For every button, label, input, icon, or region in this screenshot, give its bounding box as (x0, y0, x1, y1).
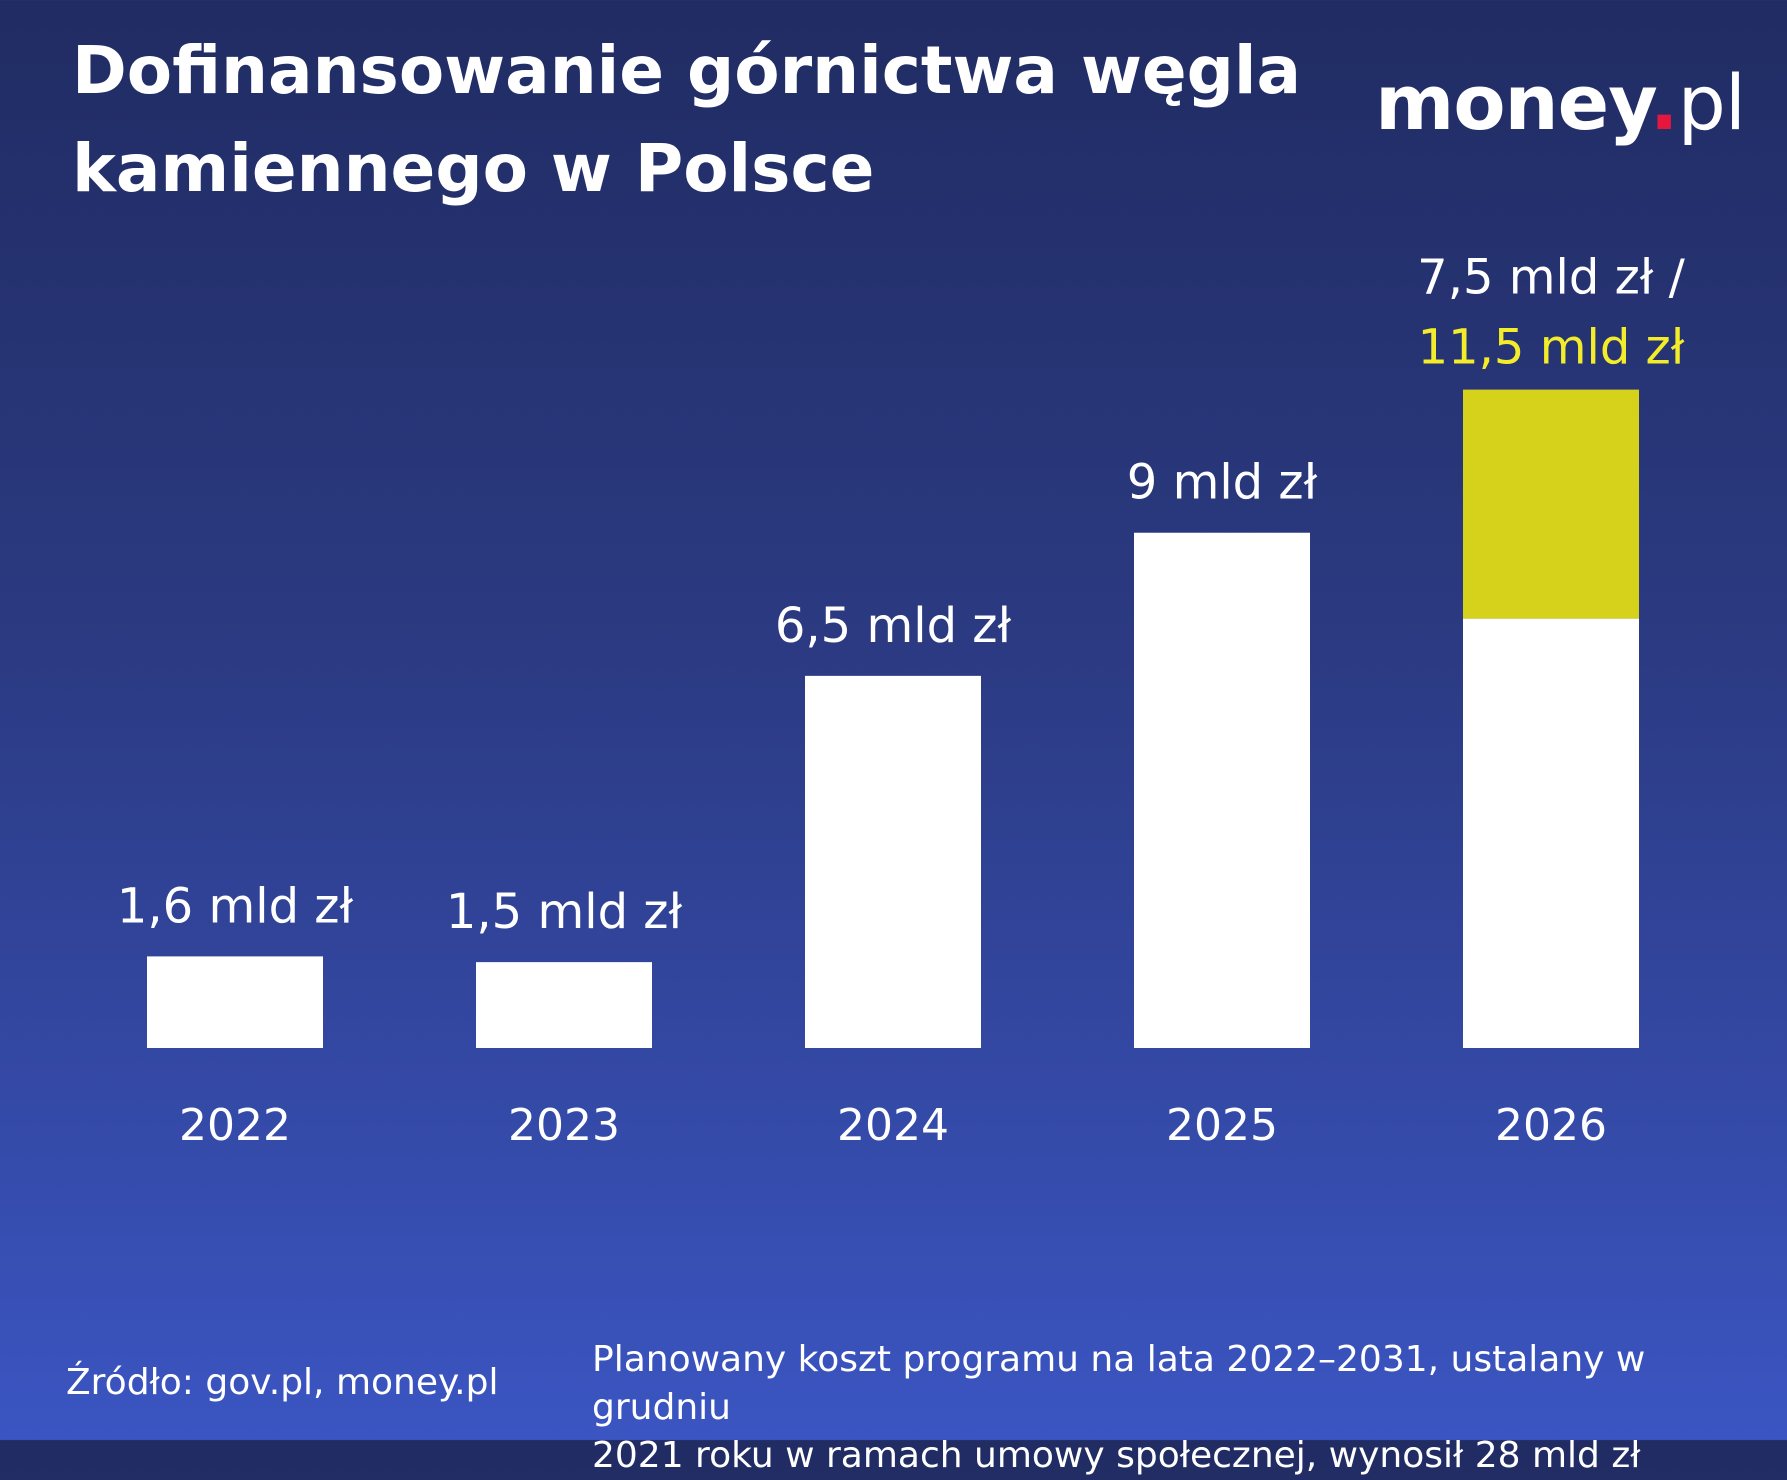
chart-title-line-1: Dofinansowanie górnictwa węgla (72, 32, 1302, 109)
bar-extension-2026 (1463, 389, 1639, 619)
footnote-line-1: Planowany koszt programu na lata 2022–20… (592, 1339, 1646, 1428)
data-label-2022: 1,6 mld zł (117, 878, 354, 934)
bar-2024 (805, 675, 981, 1048)
data-label-2024: 6,5 mld zł (775, 598, 1012, 654)
chart-title: Dofinansowanie górnictwa węgla kamienneg… (72, 22, 1322, 218)
x-tick-label-2025: 2025 (1166, 1100, 1278, 1151)
data-label-2026: 7,5 mld zł / (1417, 250, 1686, 306)
bar-2023 (476, 962, 652, 1048)
bar-chart: 1,6 mld zł 2022 1,5 mld zł 2023 6,5 mld zł 20… (117, 250, 1686, 1151)
source-text: Źródło: gov.pl, money.pl (66, 1362, 499, 1403)
footnote: Planowany koszt programu na lata 2022–20… (592, 1336, 1762, 1480)
bar-2025 (1134, 532, 1310, 1048)
logo-tld: pl (1677, 58, 1746, 147)
footnote-line-2: 2021 roku w ramach umowy społecznej, wyn… (592, 1435, 1641, 1476)
x-tick-label-2023: 2023 (508, 1100, 620, 1151)
logo-brand: money (1375, 58, 1651, 147)
logo-dot: . (1649, 58, 1679, 147)
money-pl-logo: money.pl (1375, 58, 1746, 147)
data-label-extended-2026: 11,5 mld zł (1418, 320, 1685, 376)
x-tick-label-2024: 2024 (837, 1100, 949, 1151)
bar-2022 (147, 956, 323, 1048)
data-label-2023: 1,5 mld zł (446, 884, 683, 940)
x-tick-label-2026: 2026 (1495, 1100, 1607, 1151)
x-tick-label-2022: 2022 (179, 1100, 291, 1151)
data-label-2025: 9 mld zł (1127, 455, 1318, 511)
bar-2026 (1463, 618, 1639, 1048)
chart-title-line-2: kamiennego w Polsce (72, 130, 875, 207)
